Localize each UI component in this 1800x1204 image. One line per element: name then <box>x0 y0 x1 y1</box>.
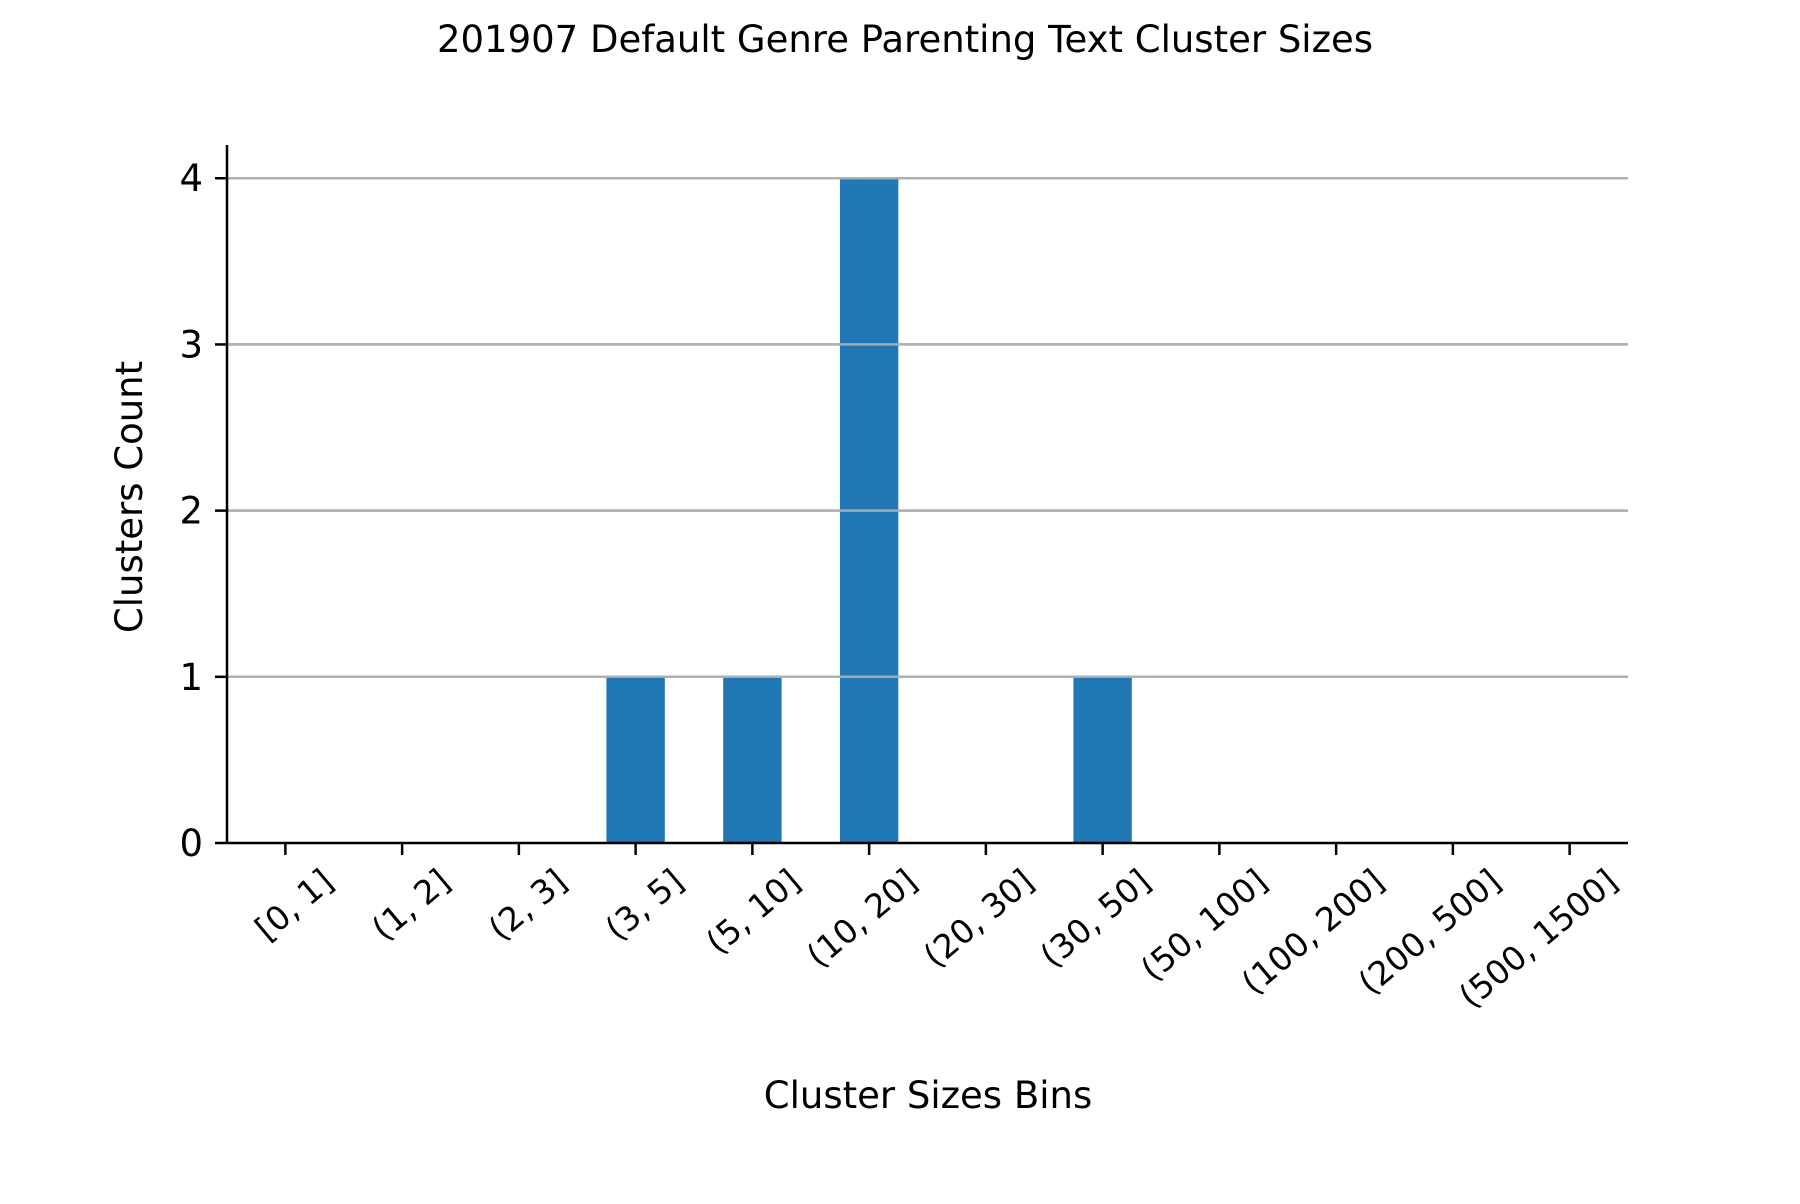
x-tick-label: (3, 5] <box>598 861 691 948</box>
y-tick-label: 2 <box>179 490 203 533</box>
chart-title: 201907 Default Genre Parenting Text Clus… <box>437 18 1373 61</box>
x-axis-label: Cluster Sizes Bins <box>764 1074 1092 1117</box>
bar <box>606 676 665 843</box>
y-tick-label: 4 <box>179 157 203 200</box>
x-tick-label: (20, 30] <box>916 861 1041 975</box>
y-axis-label: Clusters Count <box>108 361 151 633</box>
bar <box>723 676 782 843</box>
y-tick-label: 3 <box>179 323 203 366</box>
x-tick-label: (10, 20] <box>799 861 924 975</box>
y-tick-label: 0 <box>179 822 203 865</box>
bars-layer <box>227 176 1628 843</box>
grid-layer <box>227 176 1628 679</box>
x-tick-label: [0, 1] <box>247 861 340 948</box>
x-tick-label: (5, 10] <box>698 861 807 961</box>
bar <box>1073 676 1132 843</box>
y-tick-label: 1 <box>179 656 203 699</box>
x-tick-label: (1, 2] <box>364 861 457 948</box>
axes-layer <box>225 145 1628 845</box>
ticks-layer: 0 1 2 3 4 [0, 1] (1, 2] (2, 3] (3, 5] (5, 10](10,… <box>179 157 1624 1015</box>
x-tick-label: (2, 3] <box>481 861 574 948</box>
